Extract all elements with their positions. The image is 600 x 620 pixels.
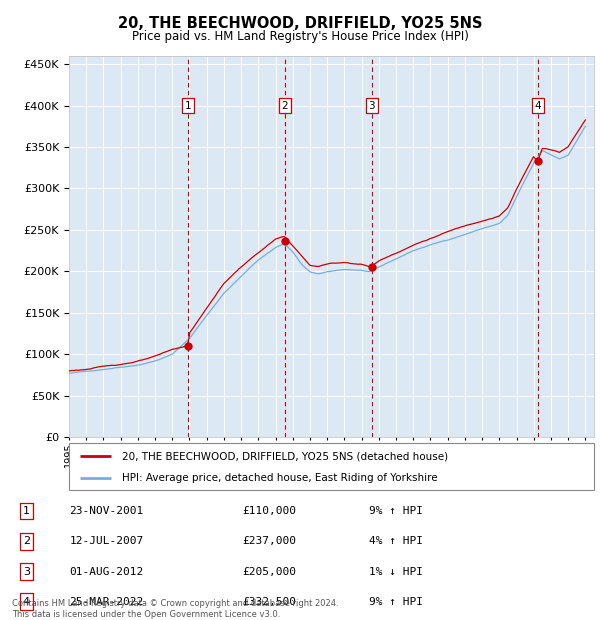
Text: £205,000: £205,000 <box>242 567 296 577</box>
Text: Price paid vs. HM Land Registry's House Price Index (HPI): Price paid vs. HM Land Registry's House … <box>131 30 469 43</box>
Text: £332,500: £332,500 <box>242 597 296 607</box>
Text: Contains HM Land Registry data © Crown copyright and database right 2024.
This d: Contains HM Land Registry data © Crown c… <box>12 600 338 619</box>
Text: HPI: Average price, detached house, East Riding of Yorkshire: HPI: Average price, detached house, East… <box>121 473 437 483</box>
Text: 4% ↑ HPI: 4% ↑ HPI <box>369 536 423 546</box>
Text: 25-MAR-2022: 25-MAR-2022 <box>70 597 144 607</box>
Text: 9% ↑ HPI: 9% ↑ HPI <box>369 597 423 607</box>
Text: 2: 2 <box>23 536 30 546</box>
Text: 9% ↑ HPI: 9% ↑ HPI <box>369 506 423 516</box>
Text: 20, THE BEECHWOOD, DRIFFIELD, YO25 5NS: 20, THE BEECHWOOD, DRIFFIELD, YO25 5NS <box>118 16 482 30</box>
Text: 12-JUL-2007: 12-JUL-2007 <box>70 536 144 546</box>
Text: 3: 3 <box>368 100 375 110</box>
Text: £110,000: £110,000 <box>242 506 296 516</box>
Text: 4: 4 <box>535 100 541 110</box>
Text: 01-AUG-2012: 01-AUG-2012 <box>70 567 144 577</box>
FancyBboxPatch shape <box>69 443 594 490</box>
Text: 4: 4 <box>23 597 30 607</box>
Text: 3: 3 <box>23 567 30 577</box>
Text: 1% ↓ HPI: 1% ↓ HPI <box>369 567 423 577</box>
Text: £237,000: £237,000 <box>242 536 296 546</box>
Text: 20, THE BEECHWOOD, DRIFFIELD, YO25 5NS (detached house): 20, THE BEECHWOOD, DRIFFIELD, YO25 5NS (… <box>121 451 448 461</box>
Text: 2: 2 <box>281 100 288 110</box>
Text: 1: 1 <box>23 506 30 516</box>
Text: 1: 1 <box>184 100 191 110</box>
Text: 23-NOV-2001: 23-NOV-2001 <box>70 506 144 516</box>
